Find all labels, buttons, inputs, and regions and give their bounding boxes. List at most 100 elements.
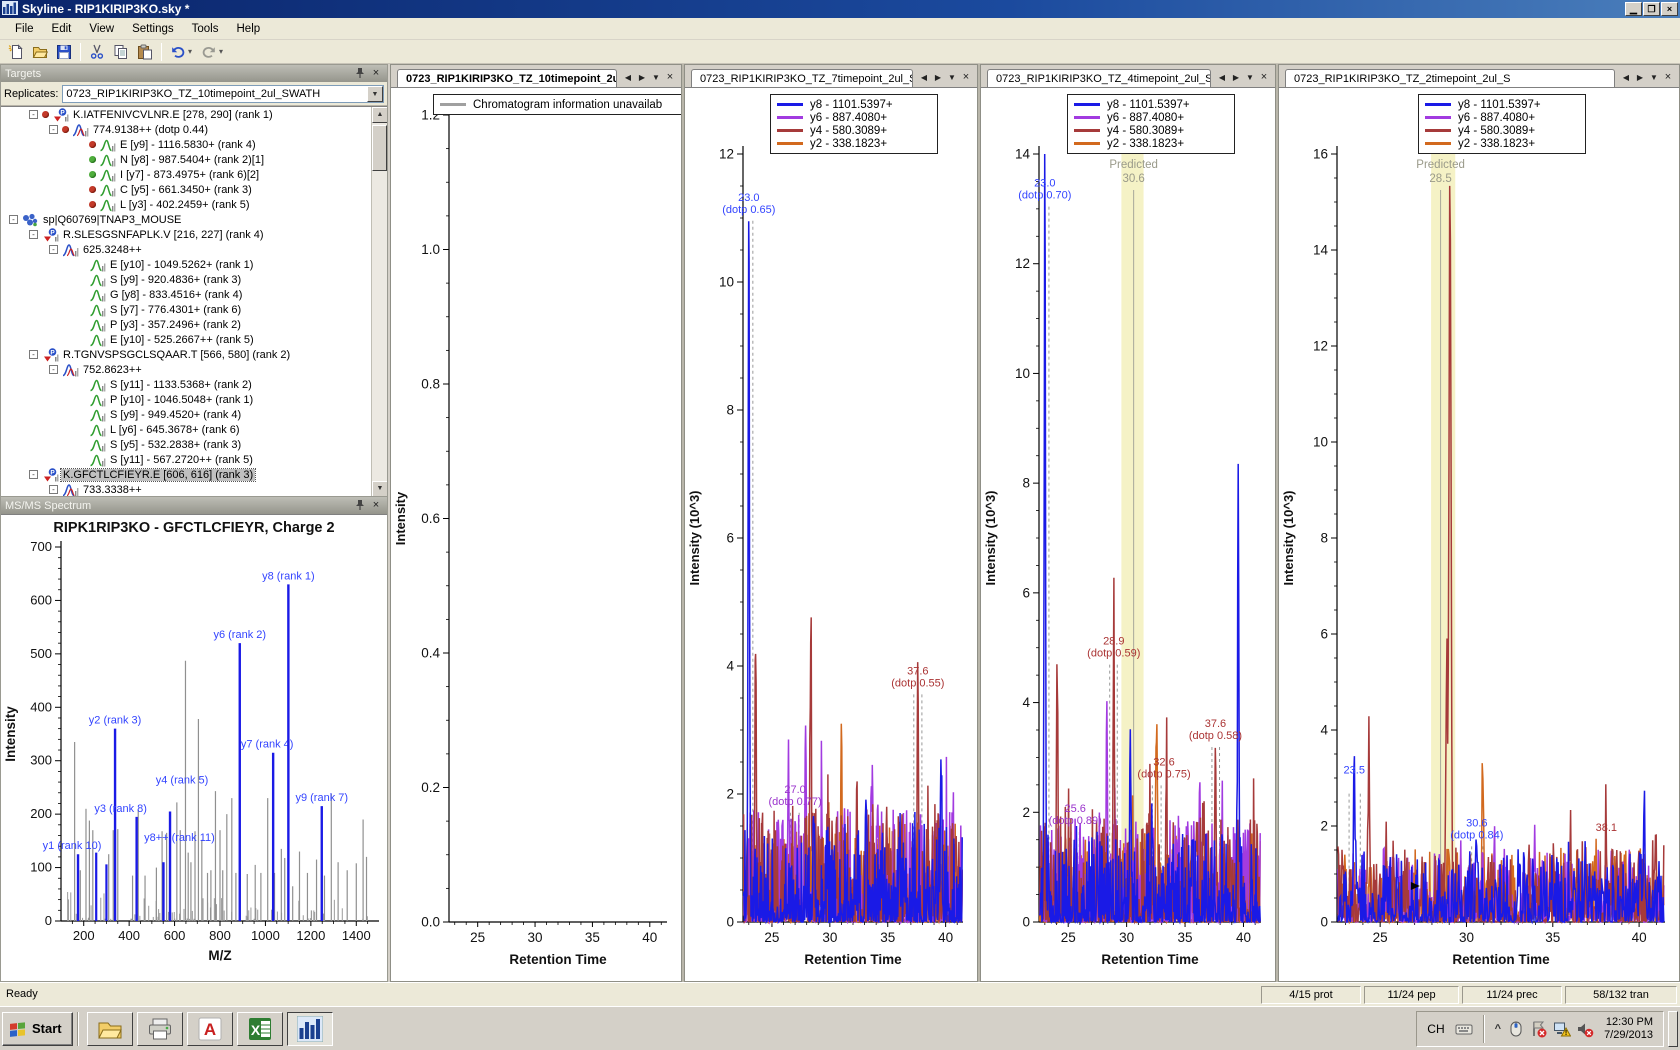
redo-dropdown-icon[interactable]: ▾ <box>219 47 224 56</box>
skyline-icon[interactable] <box>286 1011 333 1046</box>
tree-expand-icon[interactable]: - <box>29 350 38 359</box>
close-icon[interactable]: × <box>666 71 674 83</box>
chevron-down-icon[interactable]: ▼ <box>367 85 383 102</box>
tree-item[interactable]: E [y10] - 525.2667++ (rank 5) <box>1 332 387 347</box>
redo-icon[interactable] <box>198 42 220 62</box>
chromatogram-tab[interactable]: 0723_RIP1KIRIP3KO_TZ_7timepoint_2ul_SWA <box>691 69 913 87</box>
tree-item[interactable]: S [y11] - 1133.5368+ (rank 2) <box>1 377 387 392</box>
tree-item[interactable]: - 625.3248++ <box>1 242 387 257</box>
dock-menu-icon[interactable]: ▼ <box>652 73 660 82</box>
menu-help[interactable]: Help <box>236 22 261 35</box>
tree-item[interactable]: P [y10] - 1046.5048+ (rank 1) <box>1 392 387 407</box>
clock[interactable]: 12:30 PM 7/29/2013 <box>1600 1016 1657 1042</box>
prev-tab-icon[interactable]: ◀ <box>1218 73 1226 82</box>
tree-item[interactable]: N [y8] - 987.5404+ (rank 2)[1] <box>1 152 387 167</box>
copy-icon[interactable] <box>110 42 132 62</box>
tree-item[interactable]: I [y7] - 873.4975+ (rank 6)[2] <box>1 167 387 182</box>
dock-menu-icon[interactable]: ▼ <box>1246 73 1254 82</box>
save-icon[interactable] <box>53 42 75 62</box>
next-tab-icon[interactable]: ▶ <box>1232 73 1240 82</box>
start-button[interactable]: Start <box>2 1011 73 1046</box>
close-icon[interactable]: × <box>1664 71 1672 83</box>
tree-expand-icon[interactable]: - <box>49 125 58 134</box>
tree-expand-icon[interactable]: - <box>49 485 58 494</box>
tree-item[interactable]: - 733.3338++ <box>1 482 387 496</box>
pin-icon[interactable] <box>353 67 367 80</box>
prev-tab-icon[interactable]: ◀ <box>920 73 928 82</box>
flag-error-icon[interactable] <box>1530 1020 1548 1038</box>
next-tab-icon[interactable]: ▶ <box>934 73 942 82</box>
next-tab-icon[interactable]: ▶ <box>638 73 646 82</box>
tree-item[interactable]: C [y5] - 661.3450+ (rank 3) <box>1 182 387 197</box>
scrollbar-thumb[interactable] <box>372 125 387 171</box>
mouse-icon[interactable] <box>1507 1020 1525 1038</box>
language-indicator[interactable]: CH <box>1427 1021 1445 1036</box>
folder-icon[interactable] <box>86 1011 133 1046</box>
scroll-down-icon[interactable]: ▼ <box>372 481 387 496</box>
tree-expand-icon[interactable]: - <box>29 110 38 119</box>
tree-expand-icon[interactable]: - <box>9 215 18 224</box>
tree-item[interactable]: - P R.TGNVSPSGCLSQAAR.T [566, 580] (rank 2… <box>1 347 387 362</box>
tray-expand-chevron[interactable]: ^ <box>1494 1022 1502 1035</box>
close-icon[interactable]: × <box>372 499 380 511</box>
close-icon[interactable]: × <box>372 67 380 79</box>
chromatogram-tab[interactable]: 0723_RIP1KIRIP3KO_TZ_4timepoint_2ul_S <box>987 69 1211 87</box>
menu-file[interactable]: File <box>15 22 34 35</box>
tree-item[interactable]: P [y3] - 357.2496+ (rank 2) <box>1 317 387 332</box>
tree-item[interactable]: - sp|Q60769|TNAP3_MOUSE <box>1 212 387 227</box>
menu-edit[interactable]: Edit <box>51 22 72 35</box>
undo-dropdown-icon[interactable]: ▾ <box>188 47 193 56</box>
show-desktop-button[interactable] <box>1668 1010 1678 1047</box>
prev-tab-icon[interactable]: ◀ <box>1622 73 1630 82</box>
legend-line-sample <box>777 116 803 119</box>
network-warning-icon[interactable]: ! <box>1553 1020 1572 1038</box>
tree-item[interactable]: G [y8] - 833.4516+ (rank 4) <box>1 287 387 302</box>
printer-icon[interactable] <box>136 1011 183 1046</box>
replicates-dropdown[interactable]: 0723_RIP1KIRIP3KO_TZ_10timepoint_2ul_SWA… <box>62 84 384 103</box>
keyboard-icon[interactable] <box>1455 1020 1473 1038</box>
tree-item[interactable]: L [y6] - 645.3678+ (rank 6) <box>1 422 387 437</box>
menu-view[interactable]: View <box>89 22 115 35</box>
tree-item[interactable]: L [y3] - 402.2459+ (rank 5) <box>1 197 387 212</box>
acrobat-icon[interactable]: A <box>186 1011 233 1046</box>
cut-icon[interactable] <box>86 42 108 62</box>
menu-settings[interactable]: Settings <box>132 22 174 35</box>
tree-item[interactable]: - P R.SLESGSNFAPLK.V [216, 227] (rank 4) <box>1 227 387 242</box>
chromatogram-tab[interactable]: 0723_RIP1KIRIP3KO_TZ_2timepoint_2ul_S <box>1285 69 1615 87</box>
close-icon[interactable]: × <box>1260 71 1268 83</box>
tree-expand-icon[interactable]: - <box>29 470 38 479</box>
excel-icon[interactable]: X <box>236 1011 283 1046</box>
tree-item[interactable]: E [y9] - 1116.5830+ (rank 4) <box>1 137 387 152</box>
scroll-up-icon[interactable]: ▲ <box>372 107 387 123</box>
tree-item[interactable]: - P K.GFCTLCFIEYR.E [606, 616] (rank 3) <box>1 467 387 482</box>
tree-item[interactable]: S [y11] - 567.2720++ (rank 5) <box>1 452 387 467</box>
dock-menu-icon[interactable]: ▼ <box>1650 73 1658 82</box>
tree-item[interactable]: E [y10] - 1049.5262+ (rank 1) <box>1 257 387 272</box>
tree-item[interactable]: S [y9] - 949.4520+ (rank 4) <box>1 407 387 422</box>
tree-item[interactable]: S [y5] - 532.2838+ (rank 3) <box>1 437 387 452</box>
tree-item[interactable]: S [y9] - 920.4836+ (rank 3) <box>1 272 387 287</box>
volume-muted-icon[interactable] <box>1576 1020 1594 1038</box>
paste-icon[interactable] <box>134 42 156 62</box>
tree-scrollbar[interactable]: ▲ ▼ <box>371 107 387 496</box>
menu-tools[interactable]: Tools <box>191 22 219 35</box>
maximize-button[interactable]: ❐ <box>1643 2 1660 16</box>
new-document-icon[interactable] <box>5 42 27 62</box>
tree-expand-icon[interactable]: - <box>29 230 38 239</box>
tree-expand-icon[interactable]: - <box>49 365 58 374</box>
undo-icon[interactable] <box>167 42 189 62</box>
tree-item[interactable]: - 774.9138++ (dotp 0.44) <box>1 122 387 137</box>
tree-expand-icon[interactable]: - <box>49 245 58 254</box>
minimize-button[interactable]: ▁ <box>1625 2 1642 16</box>
tree-item[interactable]: - P K.IATFENIVCVLNR.E [278, 290] (rank 1) <box>1 107 387 122</box>
open-icon[interactable] <box>29 42 51 62</box>
dock-menu-icon[interactable]: ▼ <box>948 73 956 82</box>
next-tab-icon[interactable]: ▶ <box>1636 73 1644 82</box>
tree-item[interactable]: S [y7] - 776.4301+ (rank 6) <box>1 302 387 317</box>
close-button[interactable]: × <box>1661 2 1678 16</box>
chromatogram-tab[interactable]: 0723_RIP1KIRIP3KO_TZ_10timepoint_2ul_ <box>397 69 617 87</box>
close-icon[interactable]: × <box>962 71 970 83</box>
tree-item[interactable]: - 752.8623++ <box>1 362 387 377</box>
prev-tab-icon[interactable]: ◀ <box>624 73 632 82</box>
pin-icon[interactable] <box>353 499 367 512</box>
